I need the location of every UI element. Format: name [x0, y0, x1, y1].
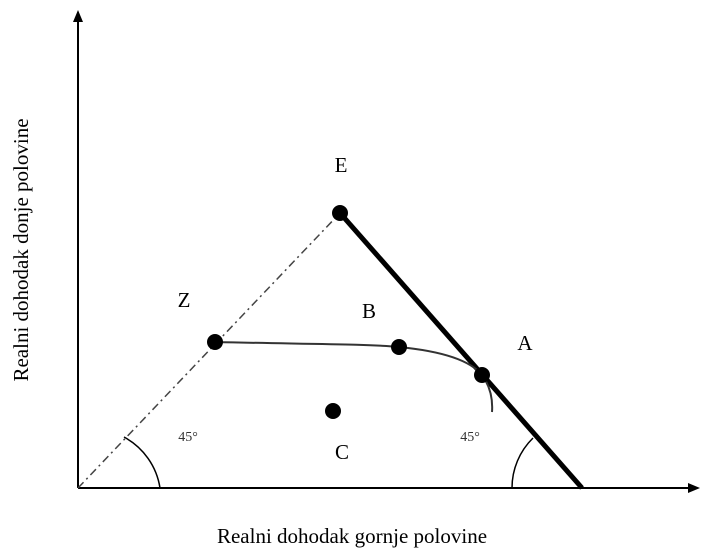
point: [474, 367, 490, 383]
point-label: E: [335, 153, 348, 177]
angle-label: 45°: [460, 430, 480, 445]
frontier-line: [338, 211, 584, 490]
equality-line: [77, 212, 341, 489]
point: [325, 403, 341, 419]
angle-label: 45°: [178, 430, 198, 445]
possibility-curve: [214, 341, 494, 413]
point: [391, 339, 407, 355]
point-label: B: [362, 299, 376, 323]
point: [332, 205, 348, 221]
x-axis-label: Realni dohodak gornje polovine: [217, 524, 487, 548]
point-label: A: [517, 331, 533, 355]
angle-arc: [511, 437, 534, 489]
angle-arc: [123, 436, 161, 489]
point-label: C: [335, 440, 349, 464]
point-label: Z: [178, 288, 191, 312]
y-axis-label: Realni dohodak donje polovine: [9, 118, 33, 381]
point: [207, 334, 223, 350]
